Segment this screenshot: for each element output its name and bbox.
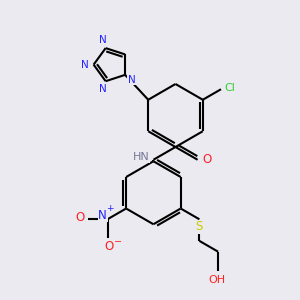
Text: N: N xyxy=(99,35,107,45)
Text: S: S xyxy=(196,220,203,233)
Text: N: N xyxy=(98,209,107,222)
Text: O: O xyxy=(75,211,85,224)
Text: −: − xyxy=(113,237,122,247)
Text: N: N xyxy=(128,75,136,85)
Text: O: O xyxy=(202,153,212,166)
Text: N: N xyxy=(81,60,89,70)
Text: N: N xyxy=(99,84,107,94)
Text: O: O xyxy=(105,240,114,254)
Text: OH: OH xyxy=(208,274,225,285)
Text: HN: HN xyxy=(132,152,149,162)
Text: +: + xyxy=(106,204,113,213)
Text: Cl: Cl xyxy=(224,83,235,93)
